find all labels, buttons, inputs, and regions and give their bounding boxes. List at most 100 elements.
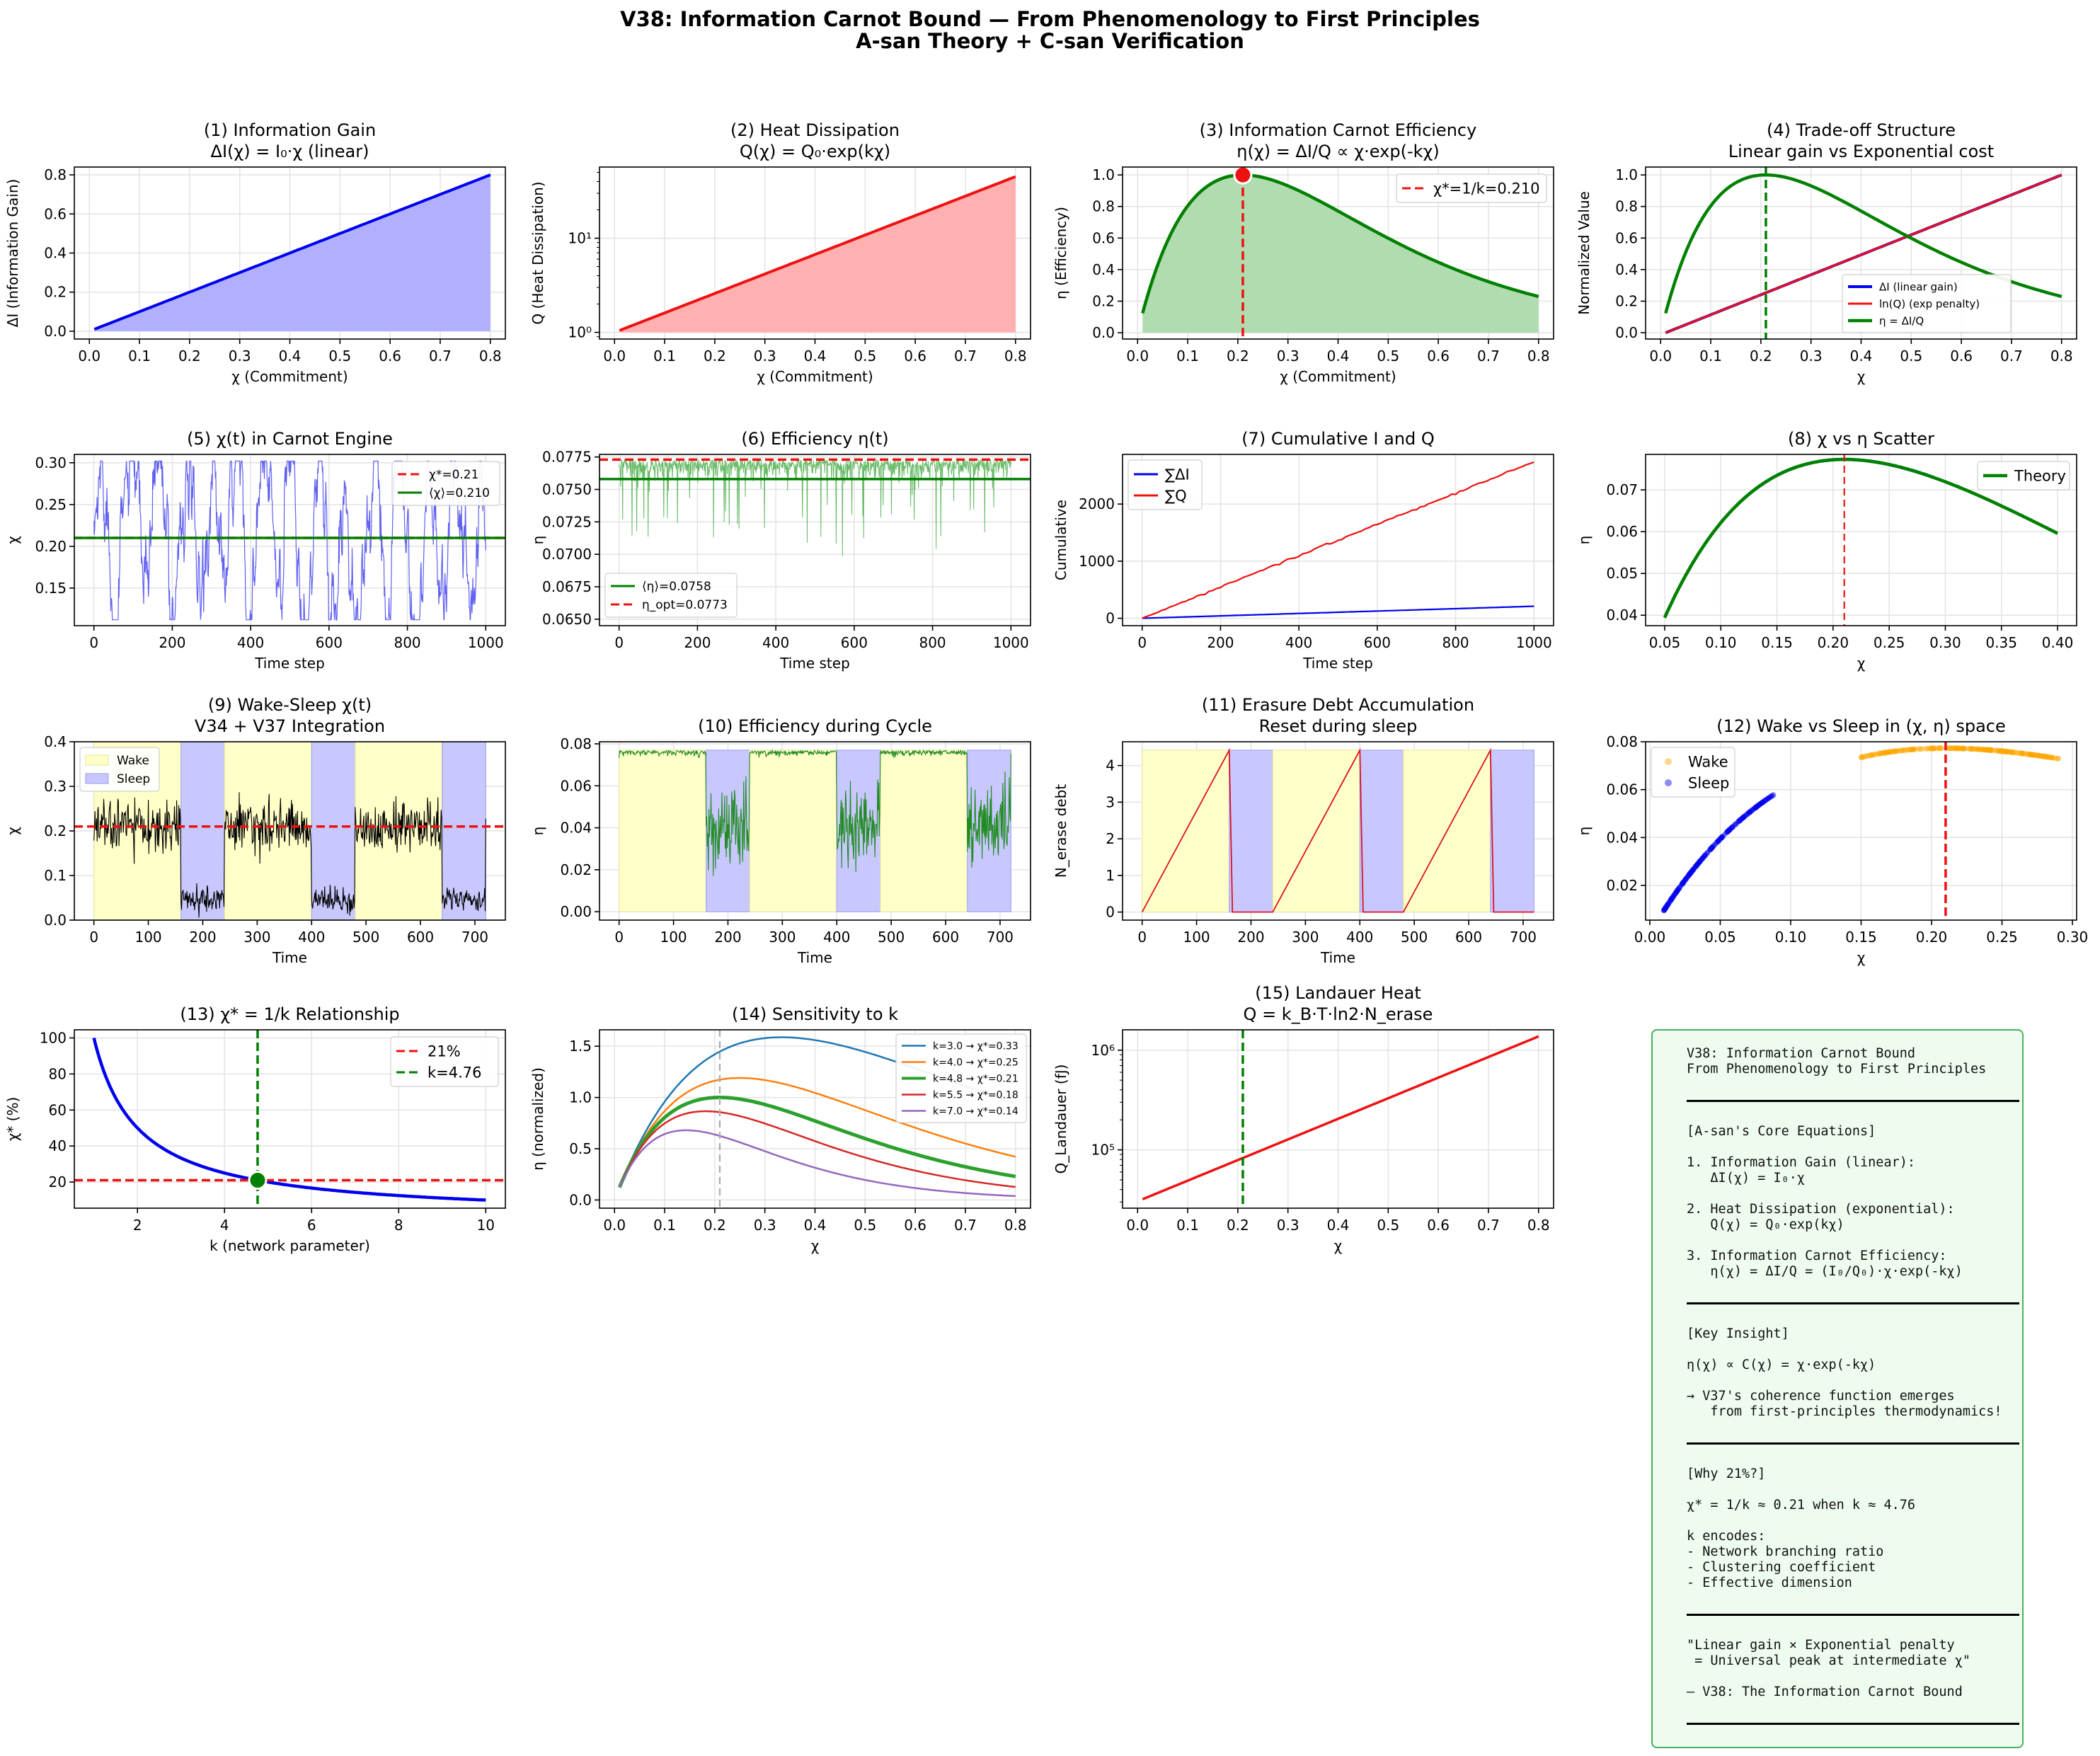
wake-point — [1974, 746, 1980, 752]
sleep-point — [1712, 841, 1719, 847]
wake-point — [1893, 748, 1899, 754]
y-tick-label: 1.5 — [569, 1038, 592, 1055]
wake-point — [2041, 753, 2048, 759]
legend — [391, 461, 500, 506]
y-tick-label: 0.06 — [560, 777, 592, 794]
sleep-point — [1672, 890, 1679, 896]
x-tick-label: 0.10 — [1705, 634, 1737, 651]
wake-point — [2003, 748, 2009, 754]
y-tick-label: 0.2 — [1615, 292, 1638, 309]
wake-point — [1890, 748, 1897, 754]
plot-area — [1663, 454, 2059, 626]
wake-point — [2029, 752, 2036, 758]
legend-swatch — [1665, 758, 1672, 765]
x-tick-label: 600 — [1455, 929, 1482, 946]
sleep-point — [1738, 815, 1745, 822]
info-line — [1687, 1482, 2022, 1498]
sleep-point — [1668, 897, 1674, 903]
x-tick-label: 0.4 — [804, 348, 827, 365]
y-tick-label: 0.08 — [560, 735, 592, 752]
y-tick-label: 80 — [49, 1065, 67, 1082]
sleep-point — [1740, 815, 1746, 821]
x-tick-label: 0.6 — [904, 348, 926, 365]
info-line — [1687, 1622, 2022, 1638]
y-axis-label: η — [1576, 827, 1593, 836]
legend-swatch — [85, 754, 109, 766]
sleep-point — [1688, 868, 1694, 875]
x-tick-label: 0.10 — [1775, 929, 1807, 946]
y-axis-label: η — [529, 536, 546, 545]
wake-point — [1859, 754, 1866, 760]
wake-point — [2021, 750, 2027, 757]
sleep-point — [1728, 825, 1735, 831]
x-tick-label: 0.4 — [1850, 348, 1873, 365]
wake-point — [2046, 754, 2052, 760]
info-line: 1. Information Gain (linear): — [1687, 1155, 1916, 1170]
sleep-point — [1741, 814, 1748, 820]
chart-title: (15) Landauer Heat — [1255, 983, 1421, 1003]
wake-point — [2037, 752, 2043, 759]
info-line — [1687, 1513, 2022, 1529]
legend-label: Sleep — [1688, 774, 1729, 791]
wake-point — [1882, 750, 1888, 756]
optimum-marker — [1233, 165, 1253, 185]
wake-point — [2013, 750, 2019, 756]
sleep-point — [1679, 880, 1685, 887]
wake-point — [1886, 749, 1893, 755]
legend — [1396, 173, 1547, 203]
info-line — [1687, 1233, 2022, 1249]
sleep-point — [1667, 898, 1673, 905]
info-line: - Effective dimension — [1687, 1576, 1852, 1590]
wake-point — [1961, 745, 1968, 752]
sleep-point — [1674, 888, 1680, 894]
x-tick-label: 4 — [220, 1217, 229, 1234]
sleep-point — [1752, 805, 1759, 811]
info-line — [1687, 1280, 2022, 1295]
wake-point — [1985, 747, 1991, 753]
wake-point — [1876, 750, 1883, 757]
x-tick-label: 0.2 — [704, 1217, 726, 1234]
wake-point — [1900, 747, 1907, 754]
y-tick-label: 0.2 — [1092, 292, 1115, 309]
sleep-point — [1677, 883, 1683, 890]
x-tick-label: 800 — [1442, 634, 1469, 651]
sleep-point — [1724, 829, 1731, 835]
wake-point — [1987, 747, 1993, 753]
wake-point — [2000, 748, 2007, 754]
sleep-point — [1724, 829, 1731, 835]
sleep-point — [1680, 880, 1686, 887]
x-tick-label: 0.3 — [1800, 348, 1823, 365]
y-tick-label: 0.2 — [44, 284, 67, 301]
y-tick-label: 10⁶ — [1091, 1042, 1115, 1059]
chart-p11: 0 100 200 300 400 500 600 700 0 1 2 3 4 Time N_erase d… — [1052, 695, 1554, 966]
wake-point — [2001, 748, 2007, 754]
wake-point — [1877, 750, 1883, 757]
sleep-point — [1688, 868, 1694, 875]
chart-title: ΔI(χ) = I₀·χ (linear) — [211, 142, 369, 161]
wake-point — [2032, 752, 2038, 758]
sleep-point — [1662, 906, 1668, 912]
x-tick-label: 0.4 — [279, 348, 302, 365]
wake-point — [1871, 751, 1878, 757]
y-tick-label: 10¹ — [568, 230, 592, 247]
y-tick-label: 10⁰ — [568, 324, 592, 341]
sleep-point — [1672, 890, 1678, 897]
sleep-point — [1690, 866, 1697, 873]
legend — [1128, 459, 1203, 510]
wake-point — [1915, 746, 1922, 752]
y-tick-label: 0.8 — [1092, 198, 1115, 215]
legend-label: η_opt=0.0773 — [642, 598, 728, 612]
series-line — [93, 173, 491, 331]
y-tick-label: 0.6 — [1092, 229, 1115, 246]
sleep-point — [1755, 803, 1761, 809]
wake-point — [2029, 752, 2036, 758]
chart-title: (2) Heat Dissipation — [730, 120, 900, 140]
sleep-point — [1729, 824, 1735, 830]
wake-point — [1953, 745, 1960, 752]
sleep-point — [1709, 845, 1715, 851]
sleep-point — [1727, 826, 1733, 832]
wake-point — [1987, 747, 1994, 753]
sleep-point — [1689, 867, 1696, 873]
x-tick-label: 2 — [133, 1217, 142, 1234]
